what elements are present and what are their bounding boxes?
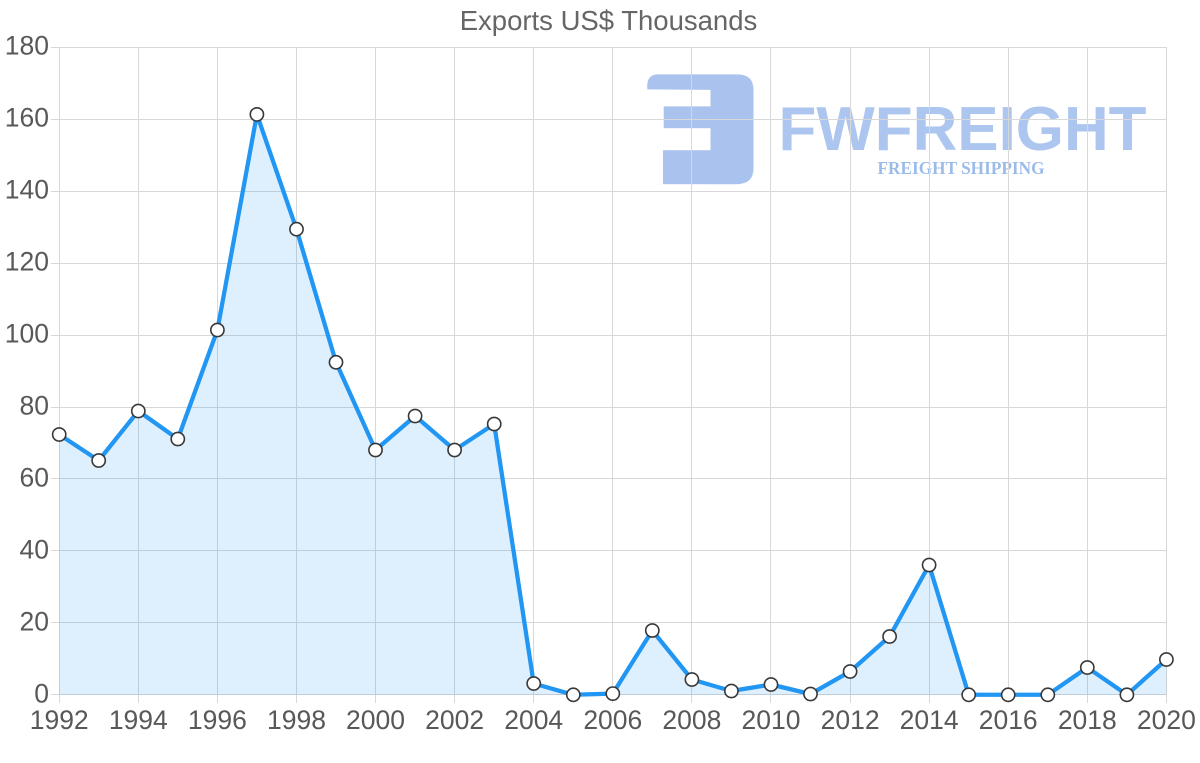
- svg-text:140: 140: [5, 175, 49, 205]
- svg-text:60: 60: [20, 463, 49, 493]
- svg-text:1996: 1996: [188, 705, 247, 735]
- svg-text:2006: 2006: [583, 705, 642, 735]
- svg-text:120: 120: [5, 247, 49, 277]
- svg-text:2002: 2002: [425, 705, 484, 735]
- svg-text:20: 20: [20, 606, 49, 636]
- svg-text:1994: 1994: [109, 705, 168, 735]
- svg-text:2004: 2004: [504, 705, 563, 735]
- svg-text:FWFREIGHT: FWFREIGHT: [779, 95, 1147, 164]
- svg-text:1998: 1998: [267, 705, 326, 735]
- svg-text:40: 40: [20, 535, 49, 565]
- svg-text:0: 0: [34, 678, 49, 708]
- svg-text:100: 100: [5, 319, 49, 349]
- svg-text:2020: 2020: [1137, 705, 1196, 735]
- svg-text:2010: 2010: [742, 705, 801, 735]
- svg-text:180: 180: [5, 31, 49, 61]
- svg-text:2016: 2016: [979, 705, 1038, 735]
- svg-text:2014: 2014: [900, 705, 959, 735]
- svg-text:1992: 1992: [30, 705, 89, 735]
- svg-text:2012: 2012: [821, 705, 880, 735]
- svg-text:160: 160: [5, 103, 49, 133]
- svg-text:80: 80: [20, 391, 49, 421]
- svg-text:FREIGHT SHIPPING: FREIGHT SHIPPING: [878, 158, 1045, 178]
- svg-text:2000: 2000: [346, 705, 405, 735]
- svg-text:2008: 2008: [662, 705, 721, 735]
- svg-text:2018: 2018: [1058, 705, 1117, 735]
- svg-text:Exports US$ Thousands: Exports US$ Thousands: [460, 5, 758, 36]
